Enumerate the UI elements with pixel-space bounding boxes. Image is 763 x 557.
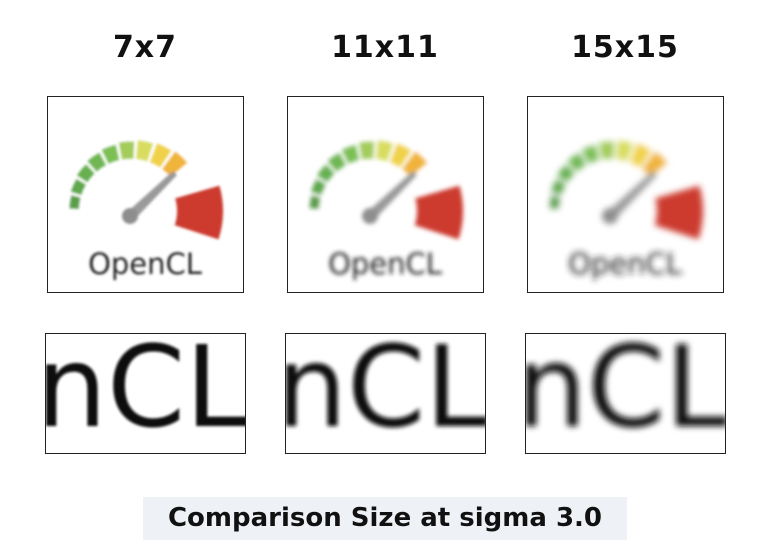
blurred-logo: OpenCL: [548, 139, 704, 281]
logo-box: OpenCL: [287, 96, 484, 293]
zoom-text: nCL: [286, 334, 485, 453]
kernel-label: 15x15: [571, 30, 679, 65]
zoom-box: nCL: [285, 333, 486, 454]
logo-image: OpenCL: [68, 139, 224, 281]
gauge-use: [68, 139, 224, 240]
logo-image: OpenCL: [308, 139, 464, 281]
gauge-use: [308, 139, 464, 240]
logo-text: OpenCL: [88, 247, 202, 281]
logo-box: OpenCL: [47, 96, 244, 293]
blurred-logo: OpenCL: [68, 139, 224, 281]
zoom-image: nCL: [526, 334, 725, 453]
logo-text: OpenCL: [328, 247, 442, 281]
zoom-box: nCL: [45, 333, 246, 454]
logo-box: OpenCL: [527, 96, 724, 293]
logo-image: OpenCL: [548, 139, 704, 281]
zoom-image: nCL: [46, 334, 245, 453]
kernel-label: 7x7: [112, 30, 178, 65]
zoom-text: nCL: [526, 334, 725, 453]
caption: Comparison Size at sigma 3.0: [143, 497, 627, 540]
zoom-box: nCL: [525, 333, 726, 454]
logo-text: OpenCL: [568, 247, 682, 281]
kernel-label: 11x11: [331, 30, 439, 65]
gauge-use: [548, 139, 704, 240]
zoom-image: nCL: [286, 334, 485, 453]
zoom-text: nCL: [46, 334, 245, 453]
blurred-logo: OpenCL: [308, 139, 464, 281]
